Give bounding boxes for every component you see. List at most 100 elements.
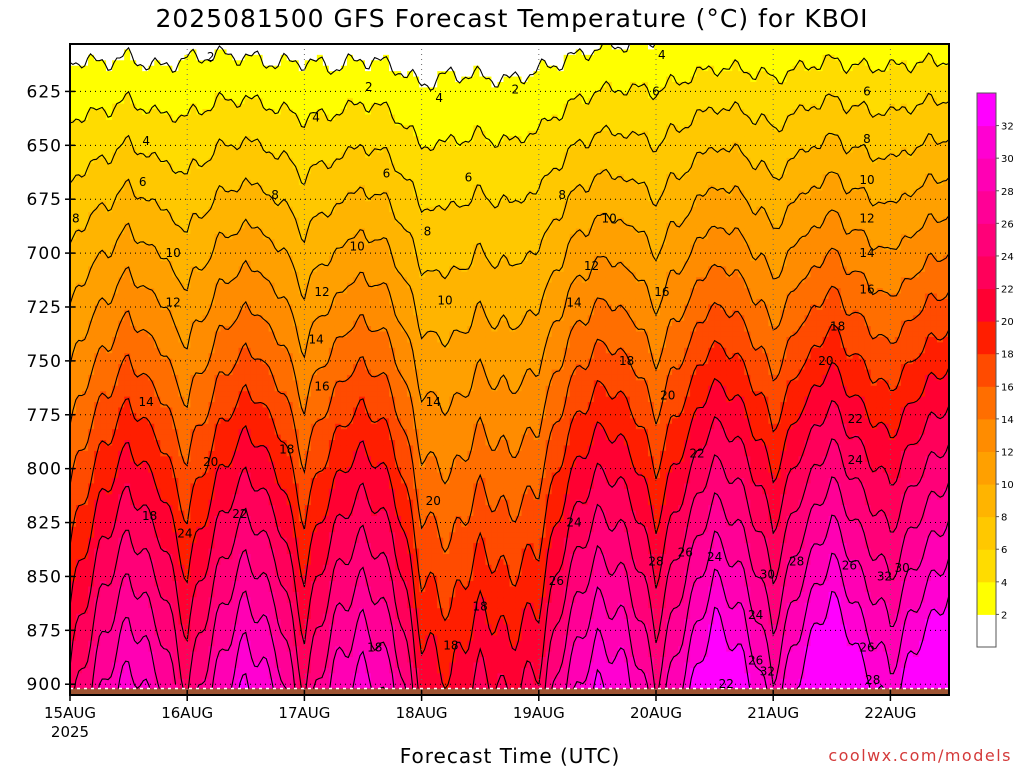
field-cell (118, 440, 125, 447)
field-cell (88, 494, 95, 501)
field-cell (154, 657, 162, 664)
field-cell (280, 434, 288, 441)
field-cell (298, 65, 306, 72)
field-cell (136, 651, 143, 658)
field-cell (76, 521, 83, 528)
field-cell (106, 125, 113, 132)
field-cell (214, 119, 222, 127)
field-cell (310, 347, 318, 354)
field-cell (298, 635, 306, 642)
field-cell (106, 510, 113, 517)
field-cell (244, 646, 252, 653)
field-cell (160, 217, 168, 224)
field-cell (238, 217, 246, 224)
field-cell (160, 195, 168, 203)
field-cell (142, 429, 149, 436)
field-cell (154, 418, 162, 425)
field-cell (226, 130, 234, 137)
field-cell (262, 298, 270, 306)
field-cell (310, 244, 318, 251)
field-cell (262, 597, 270, 604)
field-cell (82, 125, 89, 132)
field-cell (124, 266, 131, 273)
field-cell (304, 640, 312, 647)
field-cell (292, 684, 300, 691)
field-cell (184, 87, 192, 94)
field-cell (256, 315, 264, 322)
field-cell (202, 228, 210, 235)
field-cell (208, 440, 216, 447)
field-cell (160, 505, 168, 512)
field-cell (226, 450, 234, 457)
field-cell (136, 407, 143, 414)
field-cell (94, 440, 101, 447)
field-cell (244, 255, 252, 262)
field-cell (256, 678, 264, 685)
field-cell (124, 391, 131, 398)
field-cell (118, 548, 125, 555)
field-cell (184, 358, 192, 365)
field-cell (262, 586, 270, 593)
field-cell (124, 521, 131, 528)
field-cell (310, 336, 318, 344)
field-cell (76, 179, 83, 186)
field-cell (70, 271, 77, 278)
field-cell (196, 412, 204, 420)
field-cell (298, 71, 306, 78)
field-cell (274, 391, 282, 398)
field-cell (88, 326, 95, 333)
field-cell (292, 581, 300, 588)
field-cell (142, 586, 149, 593)
field-cell (214, 440, 222, 447)
field-cell (298, 445, 306, 452)
field-cell (214, 591, 222, 599)
field-cell (190, 119, 198, 127)
field-cell (202, 445, 210, 452)
field-cell (76, 277, 83, 284)
field-cell (208, 92, 216, 99)
field-cell (118, 575, 125, 582)
field-cell (112, 114, 119, 121)
field-cell (148, 114, 155, 121)
field-cell (292, 651, 300, 658)
field-cell (202, 575, 210, 582)
field-cell (286, 619, 294, 626)
field-cell (124, 261, 131, 268)
field-cell (124, 114, 131, 121)
field-cell (214, 179, 222, 186)
field-cell (262, 44, 270, 51)
field-cell (292, 526, 300, 533)
field-cell (274, 684, 282, 691)
field-cell (172, 510, 180, 517)
field-cell (160, 385, 168, 392)
field-cell (178, 494, 186, 501)
field-cell (244, 60, 252, 67)
field-cell (262, 228, 270, 235)
field-cell (298, 510, 306, 517)
field-cell (238, 570, 246, 577)
field-cell (316, 168, 324, 175)
field-cell (136, 309, 143, 316)
field-cell (274, 309, 282, 316)
field-cell (184, 445, 192, 452)
field-cell (238, 190, 246, 197)
field-cell (286, 342, 294, 349)
field-cell (214, 505, 222, 512)
field-cell (232, 163, 240, 170)
field-cell (298, 130, 306, 137)
field-cell (316, 271, 324, 278)
field-cell (274, 662, 282, 669)
field-cell (130, 461, 137, 468)
field-cell (154, 591, 162, 599)
field-cell (196, 141, 204, 148)
field-cell (148, 157, 155, 165)
field-cell (112, 147, 119, 154)
field-cell (88, 271, 95, 278)
field-cell (124, 402, 131, 409)
field-cell (178, 130, 186, 137)
field-cell (286, 174, 294, 181)
field-cell (88, 119, 95, 127)
field-cell (94, 174, 101, 181)
field-cell (124, 461, 131, 468)
field-cell (142, 277, 149, 284)
